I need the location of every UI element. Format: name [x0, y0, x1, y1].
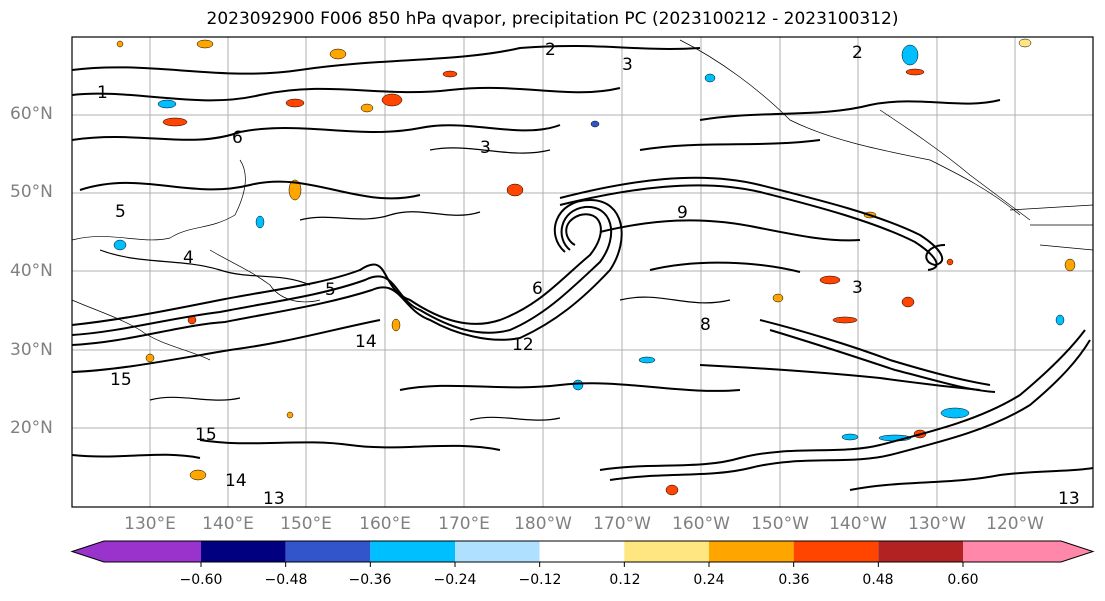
colorbar-tick-label: 0.12 — [609, 572, 641, 588]
colorbar-outline — [70, 540, 1095, 563]
contour-label: 8 — [700, 315, 711, 335]
map-frame — [71, 36, 1094, 508]
contour-labels: 1 2 2 3 3 3 4 5 5 6 6 8 9 12 13 13 14 14… — [97, 40, 1080, 509]
contour-label: 3 — [480, 138, 491, 158]
qvapor-contours — [71, 45, 1094, 491]
coastlines — [71, 39, 1094, 361]
colorbar-tick-label: 0.48 — [862, 572, 894, 588]
qvapor-contours-thin — [99, 147, 731, 421]
lon-label: 120°W — [986, 514, 1044, 534]
contour-label: 9 — [677, 203, 688, 223]
colorbar-segment — [201, 541, 286, 562]
contour-label: 15 — [195, 425, 217, 445]
lon-label: 170°W — [593, 514, 651, 534]
colorbar-tick-label: 0.36 — [778, 572, 810, 588]
map-panel: 1 2 2 3 3 3 4 5 5 6 6 8 9 12 13 13 14 14… — [71, 36, 1094, 509]
colorbar-tick-label: −0.36 — [348, 572, 392, 588]
lon-label: 130°E — [124, 514, 176, 534]
lat-label: 40°N — [10, 261, 53, 281]
contour-label: 3 — [852, 278, 863, 298]
colorbar-segment — [709, 541, 794, 562]
colorbar-tick-label: 0.60 — [947, 572, 979, 588]
colorbar-segment — [878, 541, 963, 562]
colorbar-tick-label: −0.48 — [264, 572, 308, 588]
lat-label: 60°N — [10, 104, 53, 124]
contour-label: 4 — [183, 248, 194, 268]
contour-label: 6 — [232, 128, 243, 148]
plot-title: 2023092900 F006 850 hPa qvapor, precipit… — [206, 9, 899, 29]
colorbar-tick-label: 0.24 — [693, 572, 725, 588]
colorbar-tick-label: −0.60 — [179, 572, 223, 588]
colorbar-segment — [793, 541, 879, 562]
lat-label: 20°N — [10, 418, 53, 438]
contour-label: 1 — [97, 83, 108, 103]
colorbar — [70, 540, 1095, 567]
colorbar-tick-label: −0.12 — [518, 572, 562, 588]
colorbar-segment — [72, 541, 201, 562]
colorbar-segment — [370, 541, 455, 562]
contour-label: 6 — [532, 279, 543, 299]
colorbar-segment — [539, 541, 625, 562]
contour-label: 12 — [512, 335, 534, 355]
colorbar-segment — [285, 541, 371, 562]
lon-label: 160°W — [672, 514, 730, 534]
contour-label: 14 — [355, 332, 377, 352]
lon-label: 150°W — [751, 514, 809, 534]
lat-label: 30°N — [10, 340, 53, 360]
contour-label: 14 — [225, 471, 247, 491]
lon-label: 150°E — [280, 514, 332, 534]
contour-label: 2 — [545, 40, 556, 60]
colorbar-segment — [455, 541, 540, 562]
lon-label: 160°E — [359, 514, 411, 534]
contour-label: 3 — [622, 55, 633, 75]
colorbar-tick-label: −0.24 — [433, 572, 477, 588]
colorbar-segment — [963, 541, 1093, 562]
contour-label: 5 — [325, 280, 336, 300]
colorbar-segment — [624, 541, 709, 562]
lon-label: 130°W — [908, 514, 966, 534]
contour-label: 15 — [110, 370, 132, 390]
contour-label: 13 — [1058, 489, 1080, 509]
lon-label: 170°E — [438, 514, 490, 534]
lon-label: 180°W — [514, 514, 572, 534]
contour-label: 2 — [852, 43, 863, 63]
contour-label: 13 — [263, 489, 285, 509]
contour-label: 5 — [115, 202, 126, 222]
lat-label: 50°N — [10, 182, 53, 202]
lon-label: 140°E — [202, 514, 254, 534]
lon-label: 140°W — [829, 514, 887, 534]
precip-anomaly-fills — [113, 38, 1076, 496]
